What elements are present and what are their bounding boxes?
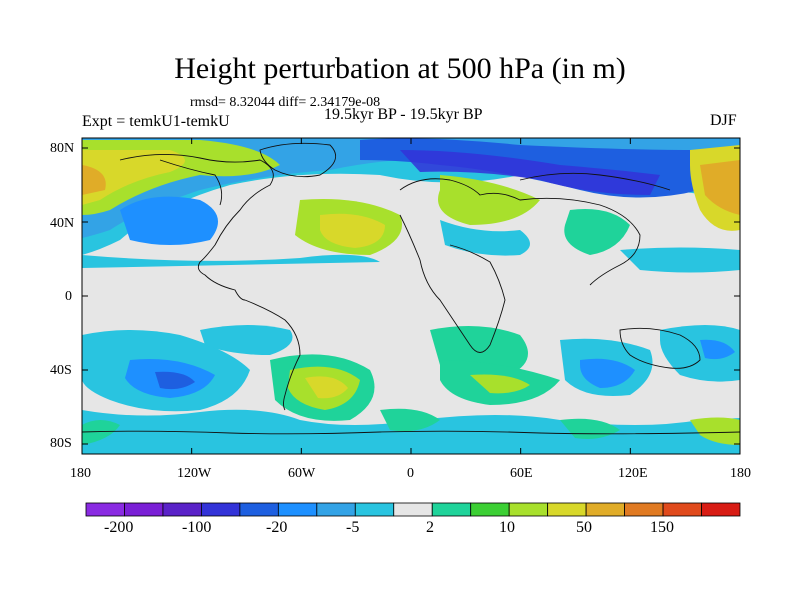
lat-label-40n: 40N xyxy=(50,216,75,231)
lon-label-60e: 60E xyxy=(510,466,533,481)
colorbar-box xyxy=(316,502,356,517)
colorbar-box xyxy=(470,502,510,517)
coastlines xyxy=(82,142,740,435)
colorbar-box xyxy=(162,502,202,517)
colorbar-box xyxy=(239,502,279,517)
axis-ticks xyxy=(81,138,741,454)
colorbar-label-2: 2 xyxy=(426,519,434,536)
colorbar-label-10: 10 xyxy=(499,519,515,536)
stats-text: rmsd= 8.32044 diff= 2.34179e-08 xyxy=(190,95,381,110)
colorbar-box xyxy=(701,502,741,517)
lon-label-120w: 120W xyxy=(177,466,212,481)
colorbar-box xyxy=(508,502,549,517)
field-south xyxy=(82,325,740,454)
colorbar-label-neg200: -200 xyxy=(104,519,134,536)
colorbar-box xyxy=(277,502,318,517)
colorbar-box xyxy=(85,502,125,517)
lat-label-40s: 40S xyxy=(50,363,72,378)
lat-label-80n: 80N xyxy=(50,141,75,156)
lon-label-60w: 60W xyxy=(288,466,316,481)
colorbar-label-neg5: -5 xyxy=(346,519,360,536)
colorbar-label-150: 150 xyxy=(650,519,674,536)
colorbar-box xyxy=(354,502,395,517)
season-label: DJF xyxy=(710,112,737,129)
field-north xyxy=(82,138,740,273)
colorbar-box xyxy=(431,502,472,517)
lat-label-80s: 80S xyxy=(50,436,72,451)
colorbar-label-50: 50 xyxy=(576,519,592,536)
colorbar-box xyxy=(201,502,241,517)
period-label: 19.5kyr BP - 19.5kyr BP xyxy=(324,106,483,123)
colorbar-box xyxy=(624,502,664,517)
colorbar-box xyxy=(124,502,164,517)
colorbar-label-neg20: -20 xyxy=(266,519,288,536)
map-title: Height perturbation at 500 hPa (in m) xyxy=(174,52,626,85)
colorbar-label-neg100: -100 xyxy=(182,519,212,536)
experiment-label: Expt = temkU1-temkU xyxy=(82,113,230,130)
lon-label-180w: 180 xyxy=(70,466,91,481)
lat-label-0: 0 xyxy=(65,289,72,304)
lon-label-0: 0 xyxy=(407,466,414,481)
colorbar-box xyxy=(547,502,587,517)
lon-label-120e: 120E xyxy=(618,466,648,481)
colorbar-box xyxy=(662,502,702,517)
colorbar-box xyxy=(585,502,625,517)
lon-label-180e: 180 xyxy=(730,466,751,481)
colorbar-box xyxy=(393,502,433,517)
